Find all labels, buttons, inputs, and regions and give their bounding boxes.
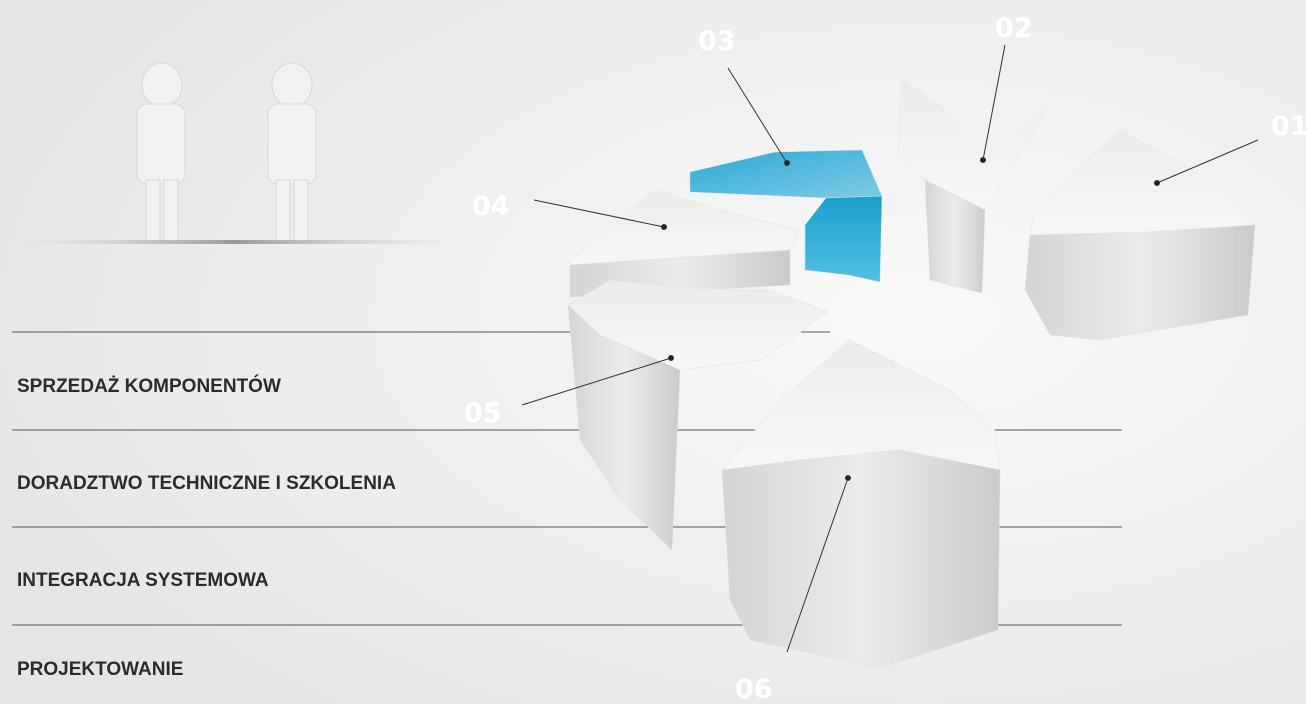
segment-label: 03 [698, 26, 736, 57]
menu-item[interactable]: DORADZTWO TECHNICZNE I SZKOLENIA [17, 473, 396, 494]
segment-label: 05 [464, 398, 502, 429]
leader-lines [521, 44, 1259, 653]
segment-label: 01 [1271, 111, 1306, 142]
menu-item[interactable]: SPRZEDAŻ KOMPONENTÓW [17, 375, 281, 397]
segment-label: 04 [472, 191, 510, 222]
menu-item[interactable]: PROJEKTOWANIE [17, 659, 183, 680]
figures [136, 62, 317, 243]
floor-shadow [20, 240, 450, 244]
menu-item[interactable]: INTEGRACJA SYSTEMOWA [17, 570, 269, 591]
segment-label: 02 [995, 13, 1033, 44]
segment-label: 06 [735, 674, 773, 704]
pie-segments [567, 79, 1256, 669]
